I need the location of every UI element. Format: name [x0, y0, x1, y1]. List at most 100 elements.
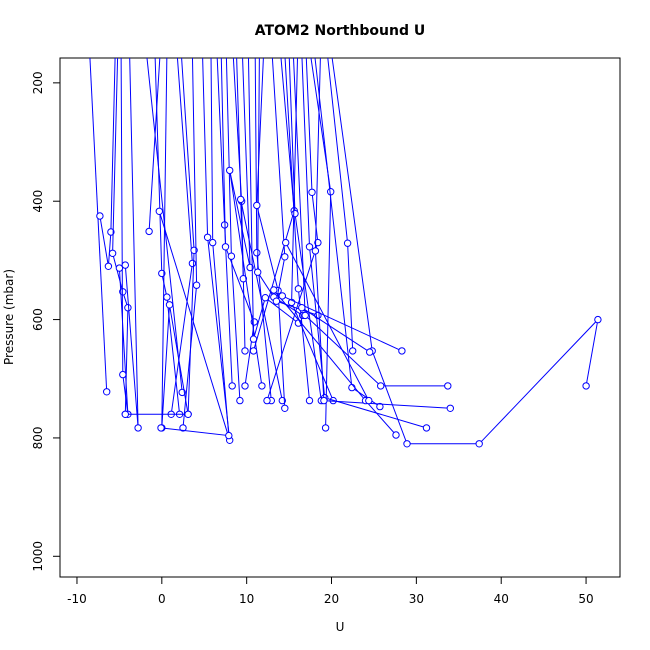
profile-series-14 — [157, 58, 233, 440]
profile-series-20 — [226, 58, 266, 390]
series-layer — [89, 58, 602, 448]
data-point — [270, 286, 278, 294]
data-point — [294, 285, 303, 293]
profile-series-17 — [225, 58, 244, 405]
series-line — [154, 58, 181, 415]
data-point — [209, 238, 217, 247]
data-point — [237, 195, 245, 204]
data-point — [239, 275, 248, 283]
data-point — [249, 335, 258, 343]
data-point — [241, 382, 249, 390]
data-point — [308, 188, 316, 197]
x-tick-label: 30 — [409, 592, 424, 606]
data-point — [227, 252, 236, 260]
data-point — [121, 261, 130, 269]
data-point — [311, 247, 320, 255]
data-point — [291, 209, 299, 218]
profile-series-35 — [311, 58, 454, 412]
data-point — [403, 440, 411, 448]
series-line — [285, 242, 370, 401]
data-point — [192, 281, 201, 289]
series-line — [301, 58, 427, 429]
profile-series-11 — [121, 58, 198, 418]
data-point — [475, 440, 483, 448]
series-line — [160, 58, 230, 437]
profile-series-36 — [327, 58, 357, 355]
data-point — [392, 431, 400, 439]
data-point — [281, 253, 289, 261]
data-point — [107, 228, 115, 236]
profile-series-32 — [263, 58, 322, 405]
x-tick-label: 0 — [158, 592, 166, 606]
x-tick-label: 10 — [239, 592, 254, 606]
data-point — [165, 301, 174, 309]
data-point — [298, 304, 306, 312]
data-point — [366, 348, 374, 356]
data-point — [263, 396, 271, 405]
data-point — [188, 259, 197, 268]
x-tick-label: 50 — [578, 592, 593, 606]
profile-series-41 — [282, 238, 373, 405]
data-point — [155, 207, 164, 216]
data-point — [236, 396, 244, 405]
series-line — [247, 58, 299, 340]
profile-series-40 — [298, 304, 374, 356]
profile-series-7 — [145, 58, 161, 236]
chart-title: ATOM2 Northbound U — [255, 23, 425, 39]
data-point — [301, 311, 309, 320]
data-point — [225, 431, 233, 440]
data-point — [157, 424, 165, 432]
data-point — [398, 347, 406, 355]
profile-series-37 — [331, 58, 602, 448]
data-point — [249, 347, 258, 355]
data-point — [134, 424, 142, 432]
y-tick-label: 200 — [31, 71, 45, 94]
data-point — [377, 382, 385, 390]
data-point — [261, 294, 269, 302]
data-point — [349, 347, 357, 355]
data-point — [305, 243, 314, 251]
y-axis: 200 400 600 800 1000 — [31, 71, 61, 572]
data-point — [320, 396, 328, 405]
data-point — [272, 297, 281, 305]
data-point — [103, 388, 111, 396]
data-point — [228, 382, 236, 390]
series-line — [314, 58, 451, 409]
data-point — [254, 268, 262, 276]
series-line — [331, 58, 599, 445]
data-point — [226, 166, 234, 175]
series-line — [125, 58, 195, 415]
data-point — [108, 249, 117, 258]
data-point — [203, 233, 212, 242]
data-point — [184, 410, 192, 418]
x-tick-label: -10 — [67, 592, 87, 606]
data-point — [278, 292, 286, 300]
series-line — [118, 58, 129, 415]
series-line — [220, 58, 255, 386]
data-point — [221, 243, 230, 251]
data-point — [163, 293, 171, 301]
data-point — [145, 227, 153, 236]
data-point — [422, 424, 431, 432]
data-point — [253, 201, 261, 210]
y-tick-label: 1000 — [31, 541, 45, 572]
data-point — [281, 404, 289, 412]
series-line — [158, 58, 231, 441]
data-point — [119, 370, 127, 379]
profile-series-33 — [310, 58, 335, 432]
data-point — [321, 424, 330, 432]
data-point — [305, 396, 314, 405]
data-point — [282, 238, 290, 247]
series-line — [256, 58, 286, 409]
profile-series-27 — [284, 58, 314, 405]
y-axis-label: Pressure (mbar) — [2, 269, 16, 365]
x-tick-label: 40 — [494, 592, 509, 606]
profile-series-2 — [96, 58, 116, 270]
series-line — [266, 58, 319, 401]
data-point — [241, 347, 249, 355]
series-line — [89, 58, 108, 392]
x-tick-label: 20 — [324, 592, 339, 606]
profile-series-12 — [179, 58, 201, 432]
